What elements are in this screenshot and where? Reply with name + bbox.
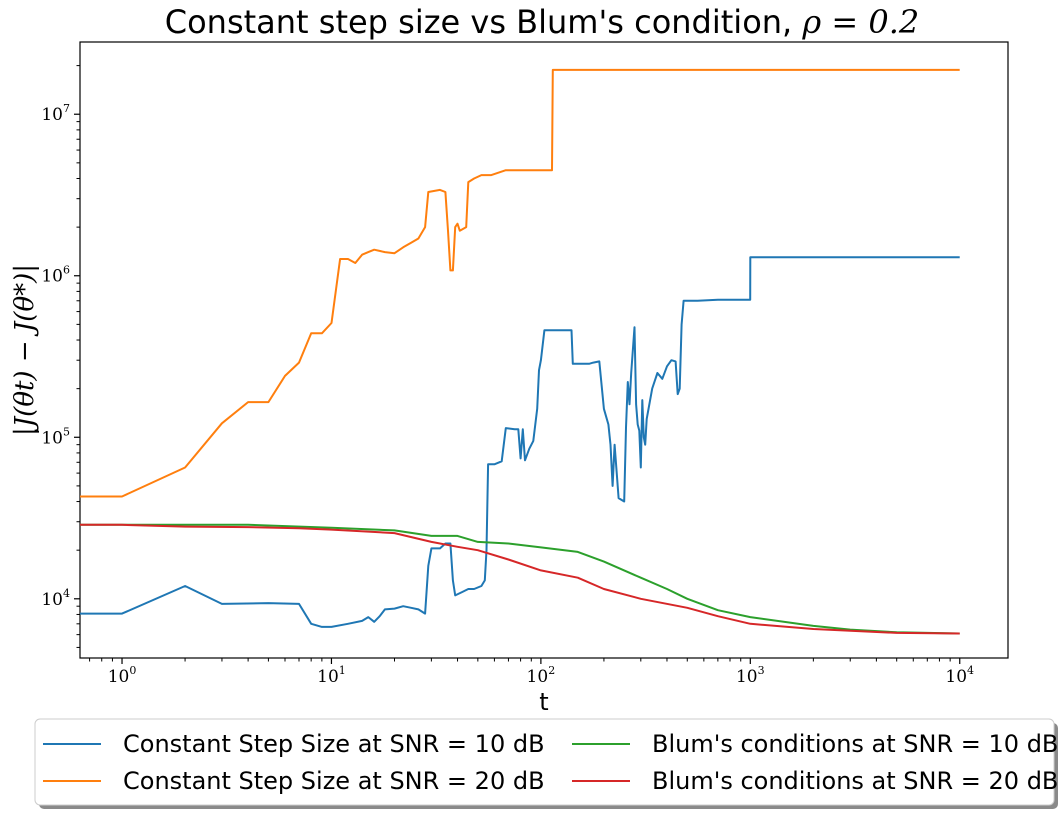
- x-tick-exponent: 3: [758, 664, 765, 677]
- plot-frame: [79, 41, 1009, 659]
- x-axis-ticks: 100 101 102 103 104: [89, 658, 974, 687]
- y-axis-label: |J(θt) − J(θ*)|: [10, 264, 40, 436]
- legend-entries: Constant Step Size at SNR = 10 dB Constan…: [43, 730, 1058, 795]
- x-tick-base: 10: [108, 667, 130, 687]
- y-tick-exponent: 7: [63, 102, 70, 115]
- series-line-4: [80, 523, 960, 635]
- x-tick-label: 103: [736, 664, 765, 687]
- x-axis-label: t: [539, 688, 548, 716]
- series-line-2: [80, 68, 960, 498]
- y-tick-label: 106: [41, 264, 70, 287]
- y-tick-base: 10: [41, 428, 63, 448]
- x-tick-label: 102: [527, 664, 556, 687]
- chart-title-math: ρ = 0.2: [801, 3, 919, 41]
- legend-label-2: Constant Step Size at SNR = 20 dB: [123, 767, 545, 795]
- x-tick-label: 104: [945, 664, 974, 687]
- series-line-3: [80, 523, 960, 635]
- y-tick-exponent: 4: [63, 587, 70, 600]
- chart-title: Constant step size vs Blum's condition, …: [165, 3, 920, 41]
- y-tick-label: 107: [41, 102, 70, 125]
- series-layer: [80, 68, 960, 635]
- x-tick-label: 101: [317, 664, 346, 687]
- y-tick-base: 10: [41, 105, 63, 125]
- legend-label-4: Blum's conditions at SNR = 20 dB: [652, 767, 1058, 795]
- x-tick-base: 10: [945, 667, 967, 687]
- y-tick-exponent: 5: [63, 425, 70, 438]
- x-tick-exponent: 4: [967, 664, 974, 677]
- legend: Constant Step Size at SNR = 10 dB Constan…: [34, 718, 1058, 809]
- y-tick-label: 104: [41, 587, 70, 610]
- x-tick-exponent: 0: [129, 664, 136, 677]
- x-tick-label: 100: [108, 664, 137, 687]
- chart-title-text: Constant step size vs Blum's condition,: [165, 3, 803, 41]
- legend-label-1: Constant Step Size at SNR = 10 dB: [123, 730, 545, 758]
- x-tick-exponent: 1: [339, 664, 346, 677]
- x-tick-base: 10: [317, 667, 339, 687]
- y-tick-base: 10: [41, 590, 63, 610]
- y-tick-label: 105: [41, 425, 70, 448]
- x-tick-base: 10: [527, 667, 549, 687]
- y-tick-exponent: 6: [63, 264, 70, 277]
- legend-label-3: Blum's conditions at SNR = 10 dB: [652, 730, 1058, 758]
- x-tick-exponent: 2: [548, 664, 555, 677]
- series-line-1: [80, 256, 960, 628]
- x-tick-base: 10: [736, 667, 758, 687]
- legend-box: [34, 718, 1055, 806]
- y-tick-base: 10: [41, 267, 63, 287]
